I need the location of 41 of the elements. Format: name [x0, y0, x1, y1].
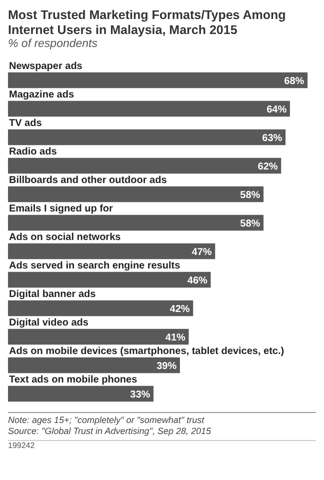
- data-label: 62%: [258, 162, 278, 172]
- bar: [8, 300, 194, 316]
- y-tick-label: Magazine ads: [9, 89, 74, 100]
- bar: [8, 100, 290, 117]
- y-tick-label: Emails I signed up for: [9, 203, 114, 214]
- bar: [8, 214, 264, 231]
- bar: [8, 328, 189, 345]
- data-label: 58%: [240, 190, 260, 201]
- data-label: 46%: [187, 276, 208, 286]
- data-label: 41%: [165, 332, 186, 344]
- data-label: 64%: [266, 104, 287, 116]
- data-label: 63%: [262, 133, 282, 144]
- bar: [8, 386, 154, 402]
- y-tick-label: Text ads on mobile phones: [9, 374, 138, 386]
- data-label: 42%: [170, 304, 190, 315]
- bar: [8, 158, 282, 174]
- y-tick-label: Billboards and other outdoor ads: [9, 174, 168, 186]
- y-tick-label: Newspaper ads: [9, 60, 83, 72]
- y-tick-label: TV ads: [9, 118, 42, 129]
- text: 199242: [8, 440, 316, 450]
- y-tick-label: Radio ads: [9, 146, 58, 158]
- bar: [8, 243, 216, 260]
- y-tick-label: Ads on social networks: [9, 232, 122, 243]
- data-label: 33%: [130, 390, 150, 400]
- bar: [8, 357, 180, 374]
- data-label: 58%: [240, 218, 260, 230]
- bar: [8, 186, 264, 202]
- y-tick-label: Digital banner ads: [9, 288, 96, 300]
- bar: [8, 72, 308, 88]
- chart-subtitle: % of respondents: [8, 38, 99, 50]
- bar: [8, 272, 211, 288]
- chart-title: Most Trusted Marketing Formats/Types Among Internet Users in Malaysia, March 2015: [8, 8, 287, 38]
- data-label: 47%: [192, 247, 212, 258]
- data-label: 39%: [156, 361, 177, 372]
- y-tick-label: Ads on mobile devices (smartphones, tablet devices, etc.): [9, 346, 284, 357]
- y-tick-label: Digital video ads: [9, 317, 89, 328]
- y-tick-label: Ads served in search engine results: [9, 260, 181, 272]
- text: Note: ages 15+; "completely" or "somewhat" trust: [8, 415, 206, 426]
- bar: [8, 129, 286, 146]
- source-note: Source: "Global Trust in Advertising", Sep 28, 2015: [8, 426, 212, 437]
- data-label: 68%: [284, 76, 304, 87]
